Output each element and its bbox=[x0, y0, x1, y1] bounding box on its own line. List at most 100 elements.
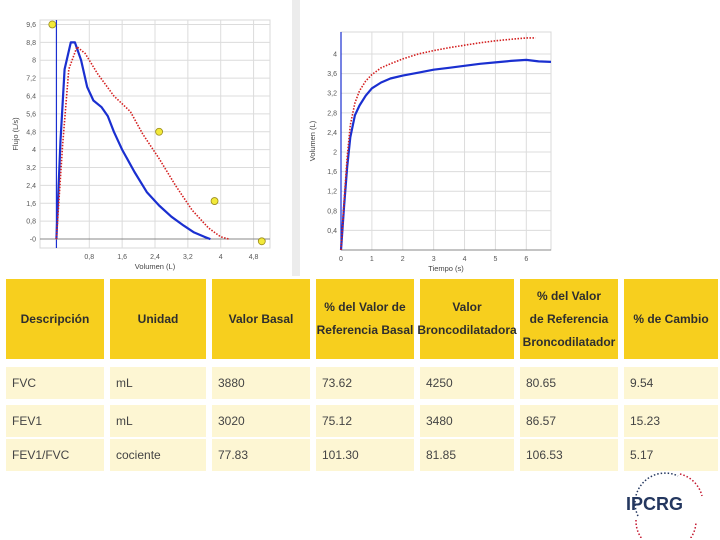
point-marker bbox=[257, 237, 266, 246]
y-tick-label: 2 bbox=[333, 150, 337, 157]
x-tick-label: 4 bbox=[463, 256, 467, 263]
x-tick-label: 4 bbox=[219, 254, 223, 261]
x-tick-label: 0 bbox=[339, 256, 343, 263]
table-cell: 15.23 bbox=[624, 405, 718, 437]
x-tick-label: 3 bbox=[432, 256, 436, 263]
chart-divider bbox=[292, 0, 300, 276]
y-tick-label: 2,4 bbox=[26, 183, 36, 190]
y-tick-label: 8 bbox=[32, 58, 36, 65]
x-axis-label: Tiempo (s) bbox=[428, 264, 464, 273]
table-cell: 101.30 bbox=[316, 439, 414, 471]
table-cell: 9.54 bbox=[624, 367, 718, 399]
header-line: Broncodilatador bbox=[522, 334, 616, 349]
table-cell: 3480 bbox=[420, 405, 514, 437]
table-cell: 86.57 bbox=[520, 405, 618, 437]
header-text: % del Valor de Referencia Basal bbox=[317, 296, 414, 342]
header-line: % del Valor de bbox=[324, 300, 406, 314]
table-cell: FVC bbox=[6, 367, 104, 399]
header-text: % del Valor de Referencia Broncodilatador bbox=[523, 285, 616, 354]
svg-text:IPCRG: IPCRG bbox=[626, 494, 683, 514]
y-tick-label: 0,4 bbox=[327, 228, 337, 235]
header-line: Referencia Basal bbox=[316, 323, 414, 337]
point-marker bbox=[210, 197, 219, 205]
y-tick-label: 4,8 bbox=[26, 129, 36, 136]
y-tick-label: 1,2 bbox=[327, 189, 337, 196]
table-cell: mL bbox=[110, 405, 206, 437]
table-cell: 75.12 bbox=[316, 405, 414, 437]
flow-volume-chart: 0,8 1,6 2,4 3,2 4 4,8 -0 0,8 1,6 2,4 3,2 4 4,8 5,6 6,4… bbox=[11, 19, 271, 271]
table-header-cell: Valor Broncodilatadora bbox=[417, 279, 517, 359]
header-line: % de Cambio bbox=[633, 311, 709, 326]
table-header-cell: % del Valor de Referencia Basal bbox=[316, 279, 414, 359]
header-line: de Referencia bbox=[529, 311, 609, 326]
volume-time-chart: 0 1 2 3 4 5 60,40,81,21,622,42,83,23,64Tiempo … bbox=[308, 31, 552, 273]
table-header-cell: Descripción bbox=[6, 279, 104, 359]
x-tick-label: 5 bbox=[493, 256, 497, 263]
y-tick-label: 4 bbox=[333, 52, 337, 59]
y-tick-label: 7,2 bbox=[26, 76, 36, 83]
plot-area bbox=[340, 31, 552, 251]
table-header-cell: % de Cambio bbox=[624, 279, 718, 359]
y-tick-label: 3,2 bbox=[327, 91, 337, 98]
x-tick-label: 3,2 bbox=[183, 254, 193, 261]
header-line: Descripción bbox=[20, 311, 90, 326]
series-baseline bbox=[55, 41, 211, 241]
table-cell: mL bbox=[110, 367, 206, 399]
y-tick-label: 9,6 bbox=[26, 22, 36, 29]
y-tick-label: 2,8 bbox=[327, 110, 337, 117]
table-cell: 77.83 bbox=[212, 439, 310, 471]
y-tick-label: 1,6 bbox=[327, 169, 337, 176]
table-header-cell: Valor Basal bbox=[212, 279, 310, 359]
table-cell: 80.65 bbox=[520, 367, 618, 399]
header-line: Valor Basal bbox=[228, 311, 294, 326]
x-tick-label: 2,4 bbox=[150, 254, 160, 261]
table-cell: 3880 bbox=[212, 367, 310, 399]
x-tick-label: 1,6 bbox=[117, 254, 127, 261]
point-marker bbox=[48, 20, 57, 29]
y-tick-label: 5,6 bbox=[26, 111, 36, 118]
y-tick-label: 3,6 bbox=[327, 71, 337, 78]
header-line: Valor bbox=[452, 300, 482, 314]
table-header-cell: % del Valor de Referencia Broncodilatador bbox=[520, 279, 618, 359]
y-tick-label: 6,4 bbox=[26, 94, 36, 101]
header-line: % del Valor bbox=[536, 288, 601, 303]
header-text: Unidad bbox=[138, 308, 179, 331]
y-axis-label: Flujo (L/s) bbox=[11, 117, 20, 151]
point-marker bbox=[155, 127, 164, 136]
y-tick-label: 8,8 bbox=[26, 40, 36, 47]
x-axis-label: Volumen (L) bbox=[135, 262, 176, 271]
table-cell: 5.17 bbox=[624, 439, 718, 471]
series-baseline bbox=[339, 58, 552, 251]
x-tick-label: 0,8 bbox=[84, 254, 94, 261]
y-tick-label: 2,4 bbox=[327, 130, 337, 137]
x-tick-label: 1 bbox=[370, 256, 374, 263]
header-text: Descripción bbox=[21, 308, 90, 331]
table-cell: FEV1/FVC bbox=[6, 439, 104, 471]
header-line: Broncodilatadora bbox=[417, 323, 517, 337]
y-axis-label: Volumen (L) bbox=[308, 120, 317, 161]
table-cell: 81.85 bbox=[420, 439, 514, 471]
table-cell: 106.53 bbox=[520, 439, 618, 471]
table-header-cell: Unidad bbox=[110, 279, 206, 359]
header-line: Unidad bbox=[137, 311, 179, 326]
series-post-bronchodilator bbox=[55, 45, 230, 240]
y-tick-label: 0,8 bbox=[327, 208, 337, 215]
y-tick-label: 0,8 bbox=[26, 219, 36, 226]
header-text: Valor Basal bbox=[229, 308, 294, 331]
table-cell: FEV1 bbox=[6, 405, 104, 437]
ipcrg-logo: IPCRG bbox=[626, 472, 703, 538]
x-tick-label: 2 bbox=[401, 256, 405, 263]
x-tick-label: 6 bbox=[524, 256, 528, 263]
header-text: % de Cambio bbox=[633, 308, 708, 331]
x-tick-label: 4,8 bbox=[249, 254, 259, 261]
table-cell: 3020 bbox=[212, 405, 310, 437]
series-post-bronchodilator bbox=[340, 37, 536, 251]
table-cell: 73.62 bbox=[316, 367, 414, 399]
table-cell: cociente bbox=[110, 439, 206, 471]
table-cell: 4250 bbox=[420, 367, 514, 399]
header-text: Valor Broncodilatadora bbox=[417, 296, 516, 342]
y-tick-label: 4 bbox=[32, 147, 36, 154]
y-tick-label: -0 bbox=[30, 237, 36, 244]
y-tick-label: 1,6 bbox=[26, 201, 36, 208]
y-tick-label: 3,2 bbox=[26, 165, 36, 172]
